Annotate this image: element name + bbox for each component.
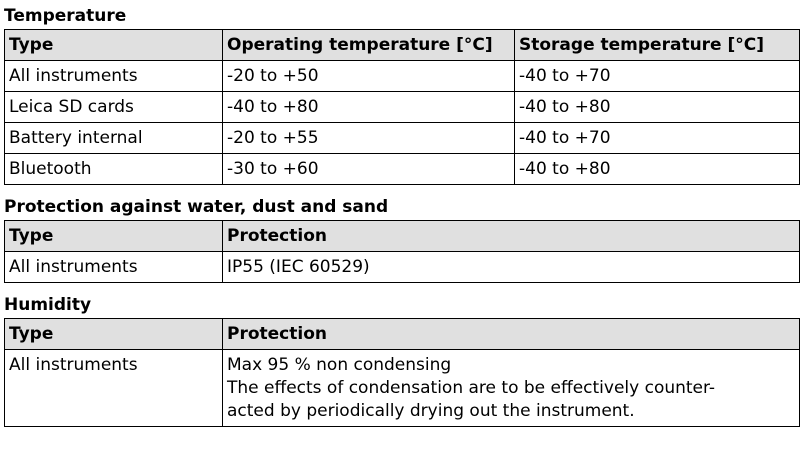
row: All instruments Max 95 % non condensing Th… — [4, 349, 800, 427]
cell: -40 to +70 — [514, 60, 800, 92]
cell: -40 to +80 — [222, 91, 515, 123]
header-row: Type Protection — [4, 220, 800, 252]
cell: Max 95 % non condensing The effects of co… — [222, 349, 800, 427]
header-row: Type Protection — [4, 318, 800, 350]
cell: -30 to +60 — [222, 153, 515, 185]
header-cell: Operating temperature [°C] — [222, 29, 515, 61]
cell: Bluetooth — [4, 153, 223, 185]
header-row: Type Operating temperature [°C] Storage te… — [4, 29, 800, 61]
cell: Leica SD cards — [4, 91, 223, 123]
cell: IP55 (IEC 60529) — [222, 251, 800, 283]
section-title: Temperature — [4, 6, 127, 26]
row: All instruments -20 to +50 -40 to +70 — [4, 60, 800, 92]
header-cell: Type — [4, 318, 223, 350]
cell: -40 to +70 — [514, 122, 800, 154]
row: Leica SD cards -40 to +80 -40 to +80 — [4, 91, 800, 123]
cell: All instruments — [4, 349, 223, 427]
table: Type Operating temperature [°C] Storage te… — [4, 29, 800, 185]
header-cell: Protection — [222, 318, 800, 350]
row: All instruments IP55 (IEC 60529) — [4, 251, 800, 283]
cell: -40 to +80 — [514, 91, 800, 123]
cell: -20 to +50 — [222, 60, 515, 92]
table: Type Protection All instruments IP55 (IEC 6… — [4, 220, 800, 283]
section: Protection against water, dust and sand T… — [0, 191, 803, 283]
cell: -20 to +55 — [222, 122, 515, 154]
header-cell: Storage temperature [°C] — [514, 29, 800, 61]
row: Battery internal -20 to +55 -40 to +70 — [4, 122, 800, 154]
cell: All instruments — [4, 60, 223, 92]
header-cell: Type — [4, 220, 223, 252]
section: Temperature Type Operating temperature [°C… — [0, 0, 803, 185]
section-title: Humidity — [4, 295, 92, 315]
cell: -40 to +80 — [514, 153, 800, 185]
header-cell: Protection — [222, 220, 800, 252]
section: Humidity Type Protection All instruments Max… — [0, 289, 803, 427]
header-cell: Type — [4, 29, 223, 61]
cell: Battery internal — [4, 122, 223, 154]
table: Type Protection All instruments Max 95 % no… — [4, 318, 800, 427]
section-title: Protection against water, dust and sand — [4, 197, 389, 217]
row: Bluetooth -30 to +60 -40 to +80 — [4, 153, 800, 185]
cell: All instruments — [4, 251, 223, 283]
cell-line: Max 95 % non condensing — [227, 355, 452, 375]
cell-line: The effects of condensation are to be ef… — [227, 378, 716, 398]
cell-line: acted by periodically drying out the ins… — [227, 401, 635, 421]
